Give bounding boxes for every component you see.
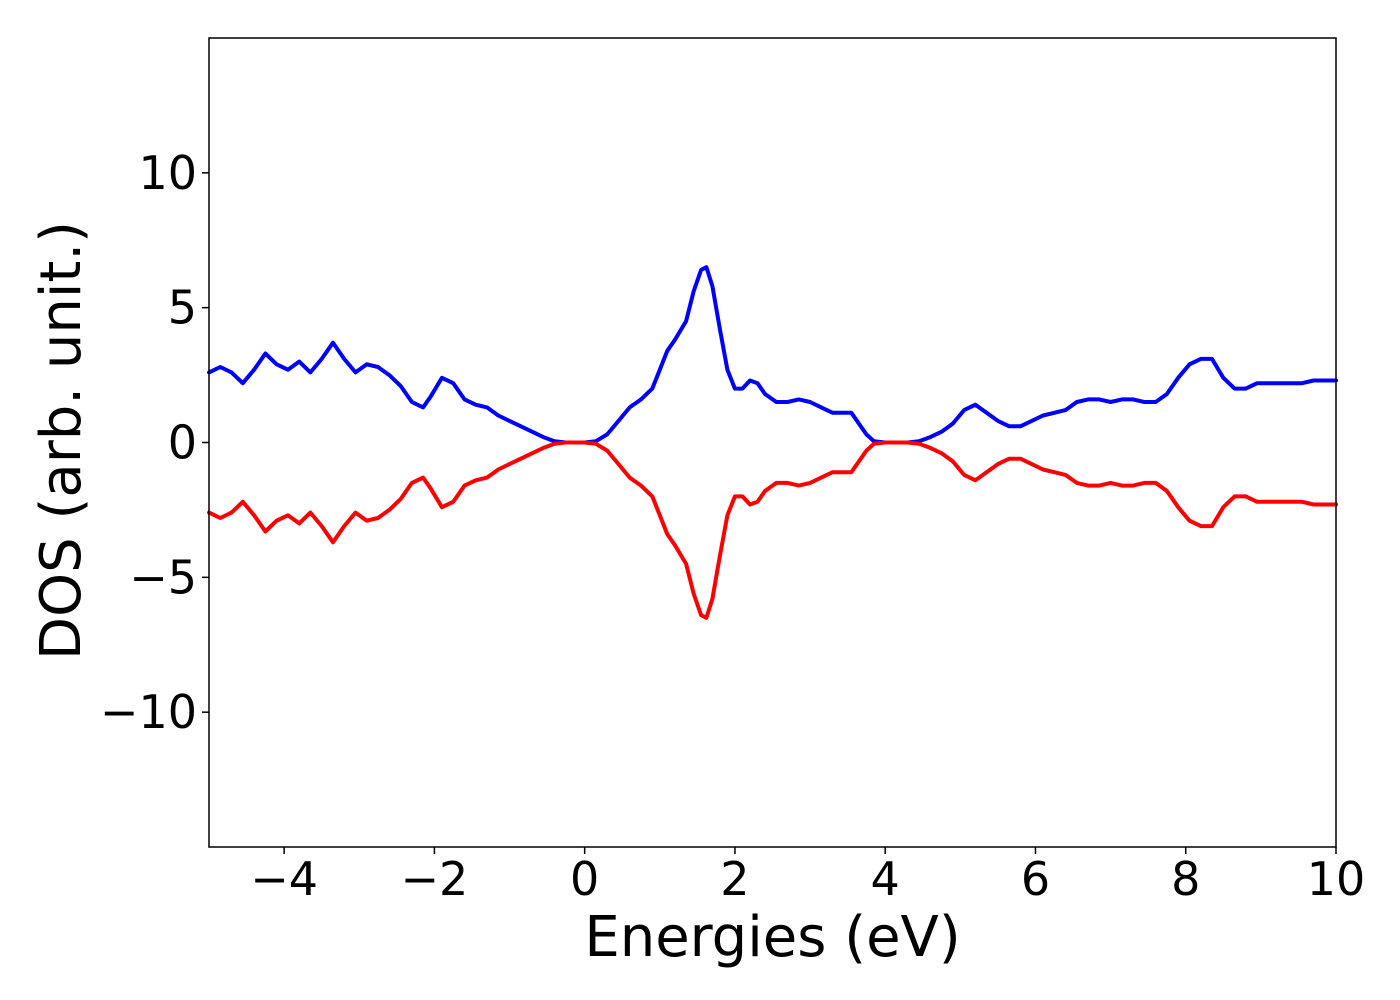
y-tick-label: −5 — [129, 550, 197, 604]
plot-frame — [208, 37, 1337, 848]
x-tick-label: −4 — [250, 852, 318, 906]
x-axis-ticks: −4 −2 0 2 4 6 8 10 — [250, 847, 1365, 906]
x-tick-label: 4 — [871, 852, 900, 906]
y-tick-label: −10 — [100, 685, 197, 739]
x-tick-label: −2 — [400, 852, 468, 906]
x-tick-label: 2 — [720, 852, 749, 906]
y-axis-ticks: −10 −5 0 5 10 — [100, 146, 209, 739]
x-tick-label: 10 — [1307, 852, 1366, 906]
series-line-1 — [207, 265, 1338, 445]
series-layer — [207, 265, 1338, 620]
x-tick-label: 0 — [570, 852, 599, 906]
y-tick-label: 0 — [168, 416, 197, 470]
x-axis-label: Energies (eV) — [584, 905, 960, 970]
y-tick-label: 10 — [138, 146, 197, 200]
x-tick-label: 6 — [1021, 852, 1050, 906]
y-tick-label: 5 — [168, 281, 197, 335]
x-tick-label: 8 — [1171, 852, 1200, 906]
series-line-2 — [207, 440, 1338, 620]
y-axis-label: DOS (arb. unit.) — [29, 221, 94, 660]
